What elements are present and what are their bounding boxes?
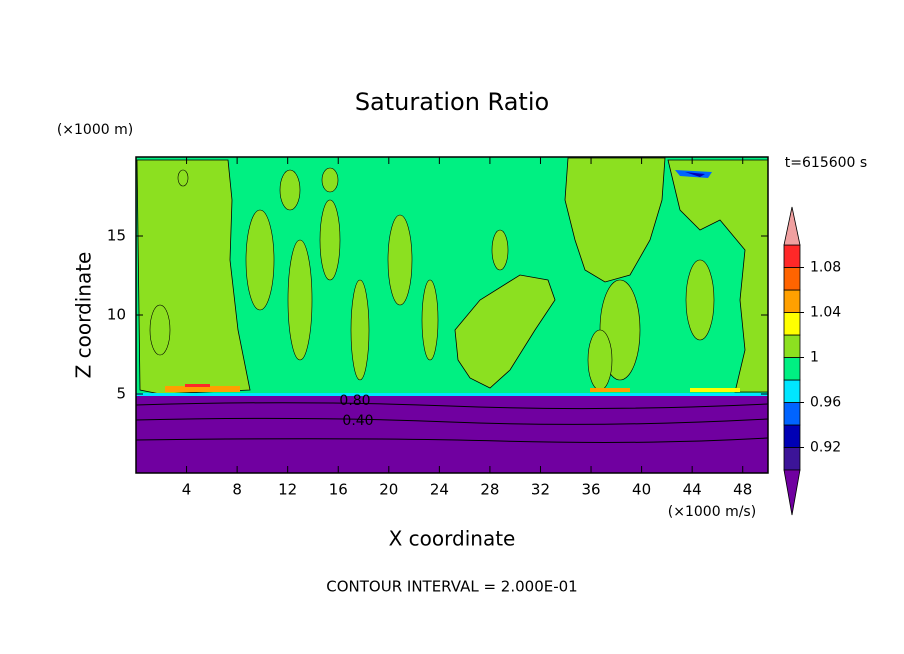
colorbar-under <box>783 469 801 516</box>
contour-field <box>136 157 768 473</box>
x-unit: (×1000 m/s) <box>668 504 756 520</box>
colorbar-box <box>783 267 801 291</box>
contour-label: 0.40 <box>342 413 373 429</box>
colorbar-tick-label: 0.92 <box>810 440 841 456</box>
x-axis-label: X coordinate <box>389 527 516 551</box>
y-tick-label: 15 <box>107 227 126 245</box>
colorbar-box <box>783 312 801 336</box>
colorbar-over <box>783 206 801 246</box>
x-tick-label: 32 <box>531 481 550 499</box>
colorbar-tick-label: 0.96 <box>810 395 841 411</box>
x-tick-label: 24 <box>430 481 449 499</box>
colorbar-tick-label: 1 <box>810 350 819 366</box>
x-tick-label: 4 <box>182 481 192 499</box>
chart-title: Saturation Ratio <box>355 88 549 116</box>
x-tick-label: 36 <box>581 481 600 499</box>
x-tick-label: 12 <box>278 481 297 499</box>
colorbar-box <box>783 357 801 381</box>
colorbar-box <box>783 289 801 313</box>
colorbar-box <box>783 379 801 403</box>
colorbar-tick-label: 1.08 <box>810 260 841 276</box>
contour-label: 0.80 <box>339 393 370 409</box>
colorbar-box <box>783 424 801 448</box>
colorbar-box <box>783 402 801 426</box>
x-tick-label: 48 <box>733 481 752 499</box>
x-tick-label: 8 <box>232 481 242 499</box>
y-tick-label: 10 <box>107 306 126 324</box>
colorbar-tick-label: 1.04 <box>810 305 841 321</box>
colorbar-box <box>783 447 801 471</box>
x-tick-label: 16 <box>329 481 348 499</box>
x-tick-label: 40 <box>632 481 651 499</box>
x-tick-label: 28 <box>480 481 499 499</box>
y-unit: (×1000 m) <box>57 122 133 138</box>
colorbar-box <box>783 334 801 358</box>
y-tick-label: 5 <box>116 385 126 403</box>
x-tick-label: 20 <box>379 481 398 499</box>
colorbar-box <box>783 244 801 268</box>
y-axis-label: Z coordinate <box>72 252 96 379</box>
x-tick-label: 44 <box>683 481 702 499</box>
footer: CONTOUR INTERVAL = 2.000E-01 <box>326 578 577 596</box>
time-label: t=615600 s <box>785 155 867 171</box>
